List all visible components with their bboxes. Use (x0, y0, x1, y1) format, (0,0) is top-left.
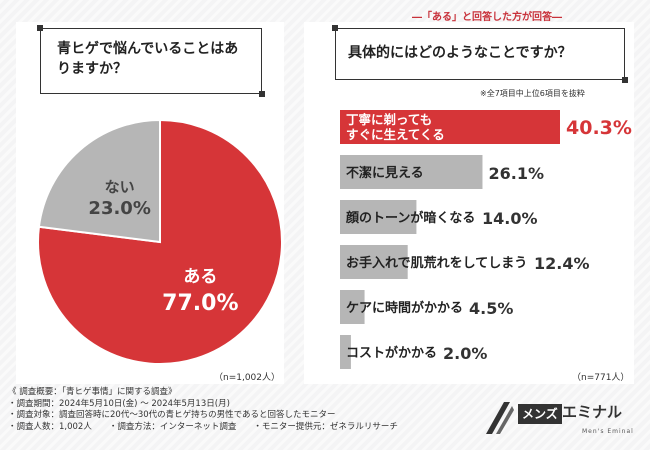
logo-box-text: メンズ (518, 404, 562, 424)
bar-category-label: コストがかかる (346, 345, 437, 361)
bar-category-label: 顔のトーンが暗くなる (345, 210, 475, 226)
bar-category-label: お手入れで肌荒れをしてしまう (346, 255, 527, 271)
bar-value-label: 12.4% (534, 254, 590, 273)
pie-slice (37, 118, 161, 244)
left-question: 青ヒゲで悩んでいることはありますか？ (37, 25, 265, 97)
bar-value-label: 40.3% (566, 117, 632, 139)
brand-logo: メンズ エミナル Men's Eminal (482, 398, 642, 444)
bar-value-label: 4.5% (469, 299, 513, 318)
bar (340, 200, 417, 234)
bar (340, 290, 365, 324)
pie-slice-label: ある (183, 267, 217, 287)
bar (340, 155, 483, 189)
survey-summary-line: ・調査人数：1,002人 ・調査方法：インターネット調査 ・モニター提供元：ゼネ… (8, 421, 398, 432)
items-note: ※全7項目中上位6項目を抜粋 (480, 89, 585, 98)
bar-value-label: 2.0% (443, 344, 487, 363)
bar-value-label: 14.0% (482, 209, 538, 228)
bar (340, 110, 560, 144)
right-question: 具体的にはどのようなことですか？ (332, 25, 628, 83)
logo-mark-icon (486, 402, 514, 434)
pie-slice-label: ない (105, 178, 135, 196)
survey-summary: 《 調査概要：「青ヒゲ事情」に関する調査》 ・調査期間：2024年5月10日(金… (8, 387, 398, 433)
bar-category-label: 丁寧に剃っても (346, 112, 432, 127)
respondent-note: ―「ある」と回答した方が回答― (412, 12, 562, 23)
survey-summary-line: 《 調査概要：「青ヒゲ事情」に関する調査》 (8, 387, 177, 397)
pie-slice-value: 77.0% (162, 291, 238, 316)
bar (340, 245, 408, 279)
bar (340, 335, 351, 369)
bar-value-label: 26.1% (488, 164, 544, 183)
bar-category-label: すぐに生えてくる (346, 127, 445, 142)
right-sample-size: （n=771人） (572, 373, 630, 383)
pie-slice-value: 23.0% (88, 198, 150, 219)
survey-summary-line: ・調査期間：2024年5月10日(金) ～ 2024年5月13日(月) (8, 398, 230, 409)
logo-text: エミナル (562, 403, 623, 421)
logo-subtext: Men's Eminal (582, 428, 634, 435)
bar-category-label: ケアに時間がかかる (346, 300, 463, 316)
survey-summary-line: ・調査対象：調査回答時に20代～30代の青ヒゲ持ちの男性であると回答したモニター (8, 410, 336, 420)
bar-category-label: 不潔に見える (346, 165, 424, 181)
left-sample-size: （n=1,002人） (214, 373, 281, 383)
